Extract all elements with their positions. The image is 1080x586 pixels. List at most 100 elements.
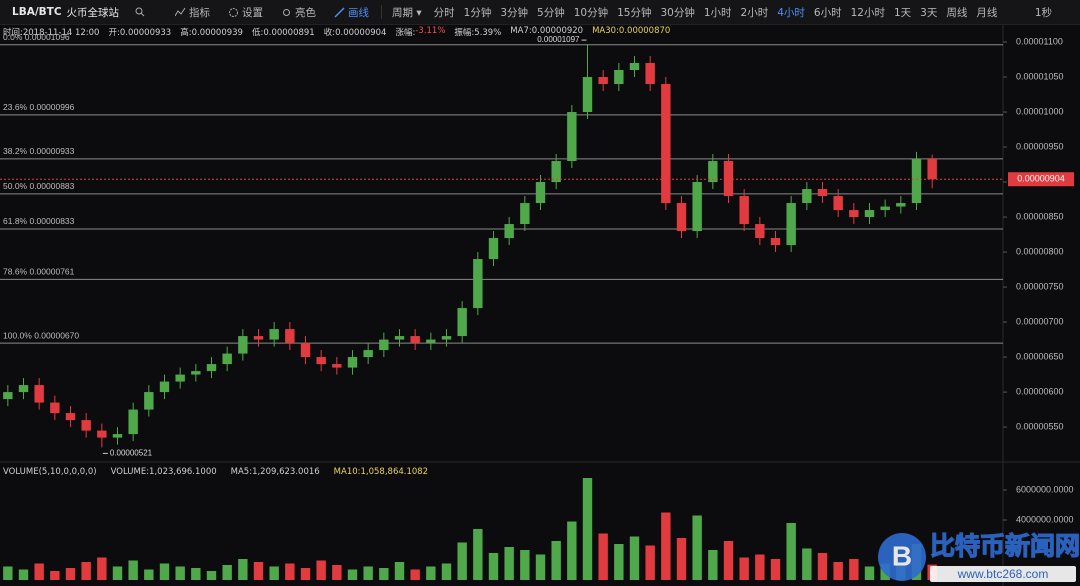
y-tick-label: 0.00000800 (1016, 246, 1064, 256)
candle-body (535, 182, 546, 204)
settings-button[interactable]: 设置 (228, 5, 263, 20)
candle-body (582, 77, 593, 113)
info-item: 振幅:5.39% (454, 28, 502, 38)
candle-body (159, 381, 170, 393)
watermark-url: www.btc268.com (957, 567, 1049, 581)
interval[interactable]: 周线 (946, 6, 968, 19)
candle-body (755, 224, 765, 239)
exchange[interactable]: 火币全球站 (66, 6, 120, 19)
interval[interactable]: 2小时 (740, 6, 769, 19)
volume-bar (770, 559, 781, 580)
interval[interactable]: 月线 (976, 6, 998, 19)
candle-body (880, 206, 890, 211)
candle-body (692, 182, 702, 232)
fib-label: 50.0% 0.00000883 (3, 181, 75, 191)
candle-body (833, 196, 843, 211)
volume-bar (786, 523, 796, 580)
y-tick-label: 0.00001050 (1016, 71, 1064, 81)
volume-bar (269, 566, 279, 580)
volume-bar (582, 478, 593, 580)
refresh[interactable]: 1秒 (1034, 6, 1052, 19)
search-icon[interactable] (135, 7, 145, 17)
candle-body (645, 63, 655, 85)
interval[interactable]: 3天 (920, 6, 938, 19)
volume-bar (285, 563, 295, 580)
volume-tick-label: 4000000.0000 (1016, 514, 1074, 524)
candle-body (18, 385, 29, 393)
candle-body (864, 210, 875, 218)
volume-bar (97, 557, 107, 580)
volume-bar (332, 565, 342, 580)
watermark-url-bg (930, 566, 1076, 582)
interval[interactable]: 1小时 (703, 6, 732, 19)
fib-label: 61.8% 0.00000833 (3, 216, 75, 226)
interval[interactable]: 4小时 (777, 6, 805, 19)
candle-body (927, 158, 937, 180)
volume-bar (817, 553, 828, 580)
candle-body (65, 413, 76, 421)
interval[interactable]: 3分钟 (500, 6, 529, 19)
volume-bar (488, 553, 499, 580)
volume-bar (316, 560, 326, 580)
volume-bar (849, 559, 859, 580)
candle-body (661, 84, 671, 204)
volume-bar (676, 538, 687, 580)
last-price-label: 0.00000904 (1017, 174, 1065, 184)
candle-body (379, 339, 389, 351)
interval[interactable]: 分时 (433, 6, 455, 19)
interval[interactable]: 15分钟 (617, 6, 652, 19)
candle-body (144, 392, 154, 410)
candle-body (676, 203, 687, 232)
interval[interactable]: 12小时 (850, 6, 885, 19)
interval[interactable]: 5分钟 (537, 6, 565, 19)
period-button[interactable]: 周期 ▾ (392, 6, 422, 19)
y-tick-label: 0.00001000 (1016, 106, 1064, 116)
interval[interactable]: 1分钟 (463, 6, 492, 19)
button-label: 指标 (189, 6, 211, 19)
volume-bar (394, 562, 405, 580)
candle-body (739, 196, 749, 225)
volume-bar (18, 569, 29, 580)
volume-bar (144, 569, 154, 580)
candle-body (786, 203, 796, 246)
candle-body (598, 77, 608, 85)
fib-label: 23.6% 0.00000996 (3, 102, 75, 112)
volume-bar (629, 536, 640, 580)
candle-body (457, 308, 467, 337)
candle-body (614, 70, 624, 85)
y-tick-label: 0.00000950 (1016, 141, 1064, 151)
interval[interactable]: 1天 (893, 6, 912, 19)
volume-bar (441, 563, 452, 580)
volume-tick-label: 6000000.0000 (1016, 484, 1074, 494)
volume-bar (645, 545, 655, 580)
button-label: 设置 (242, 6, 264, 19)
candle-body (708, 161, 718, 183)
interval[interactable]: 6小时 (813, 6, 842, 19)
interval[interactable]: 10分钟 (573, 6, 609, 19)
candle-body (128, 409, 138, 435)
y-tick-label: 0.00000600 (1016, 386, 1064, 396)
info-change: -3.11% (415, 26, 446, 36)
candle-body (441, 336, 452, 340)
volume-bar (410, 569, 420, 580)
candle-body (285, 329, 295, 344)
pair[interactable]: LBA/BTC (12, 6, 62, 18)
info-item: MA7:0.00000920 (510, 26, 584, 36)
candle-body (238, 336, 248, 354)
candle-body (269, 329, 279, 340)
y-tick-label: 0.00000850 (1016, 211, 1064, 221)
volume-bar (50, 571, 60, 580)
candle-body (50, 402, 60, 414)
button-label: 亮色 (295, 6, 317, 19)
volume-bar (253, 562, 264, 580)
draw-button[interactable]: 画线 (334, 5, 369, 20)
interval[interactable]: 30分钟 (660, 6, 695, 19)
indicator-button[interactable]: 指标 (175, 5, 210, 20)
volume-bar (598, 533, 608, 580)
period-label: 周期 (392, 6, 414, 19)
volume-bar (833, 562, 843, 580)
candle-body (206, 364, 217, 372)
annotation-label: 0.00001097 (537, 35, 580, 44)
annotation-label: 0.00000521 (110, 449, 153, 458)
theme-button[interactable]: 亮色 (281, 5, 316, 20)
